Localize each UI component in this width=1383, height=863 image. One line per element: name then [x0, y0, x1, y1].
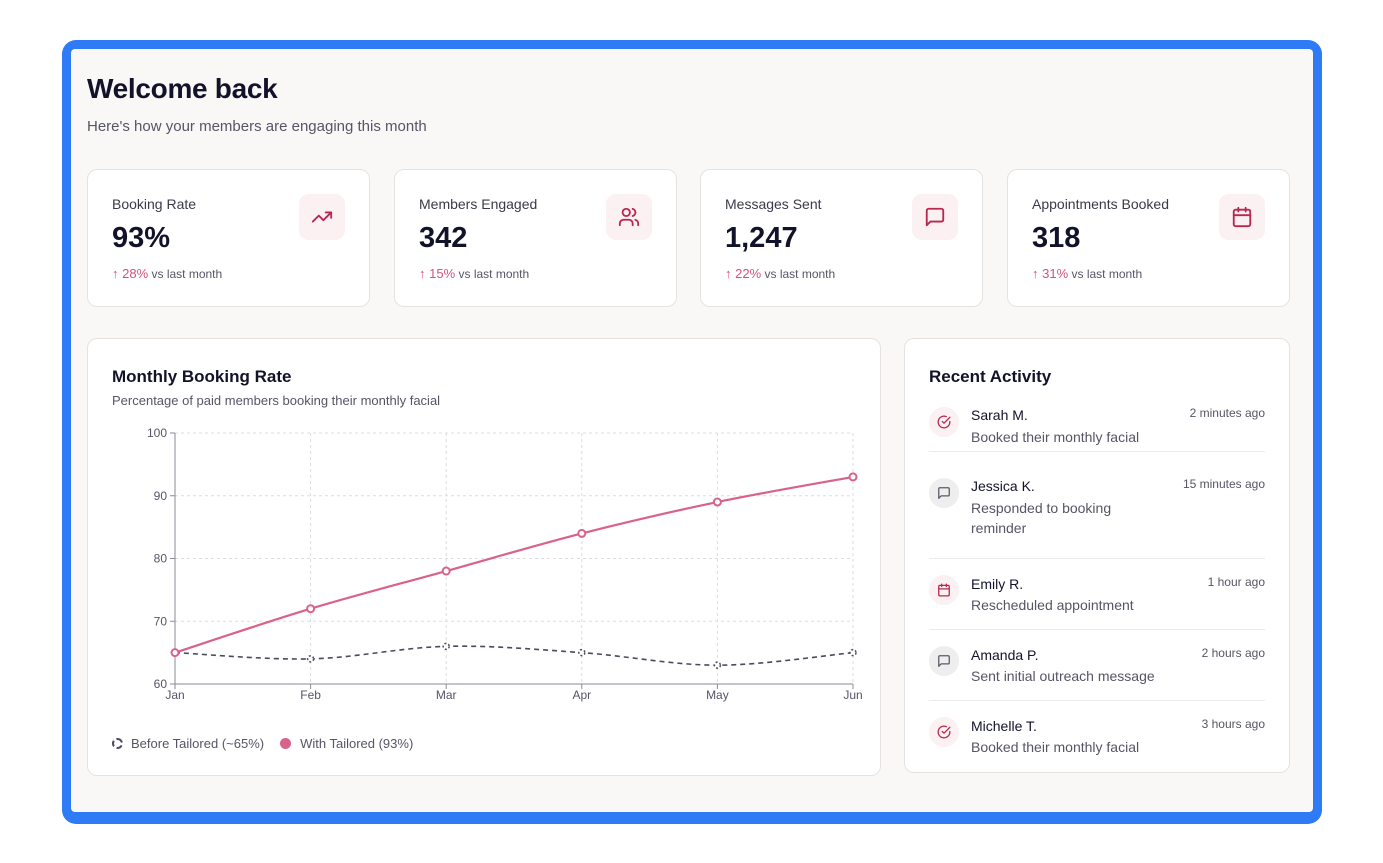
- stat-label: Appointments Booked: [1032, 196, 1169, 212]
- activity-item[interactable]: Amanda P. Sent initial outreach message …: [929, 630, 1265, 701]
- page-title: Welcome back: [87, 73, 278, 104]
- arrow-up-icon: ↑: [419, 266, 430, 281]
- stat-value: 93%: [112, 222, 171, 254]
- data-point-before: [578, 648, 586, 657]
- data-point-with: [306, 604, 316, 614]
- stat-change-suffix: vs last month: [458, 267, 530, 281]
- data-point-with: [577, 528, 587, 538]
- chart-legend: Before Tailored (~65%) With Tailored (93…: [112, 736, 429, 751]
- stat-change: ↑ 15% vs last month: [419, 266, 529, 281]
- series-with-line: [174, 475, 854, 654]
- calendar-icon: [929, 575, 959, 605]
- activity-title: Recent Activity: [929, 367, 1052, 386]
- activity-item[interactable]: Jessica K. Responded to booking reminder…: [929, 468, 1265, 559]
- users-icon: [606, 194, 652, 240]
- series-before-line: [174, 645, 854, 666]
- data-point-before: [849, 648, 857, 657]
- stat-change-suffix: vs last month: [151, 267, 223, 281]
- data-point-before: [306, 655, 315, 663]
- y-tick-label: 60: [154, 677, 168, 691]
- x-tick-label: Apr: [572, 688, 591, 702]
- data-point-before: [442, 642, 450, 651]
- data-point-with: [441, 566, 451, 576]
- trending-up-icon: [299, 194, 345, 240]
- stat-change-value: 15%: [429, 266, 456, 281]
- activity-time: 2 minutes ago: [1189, 406, 1265, 420]
- stat-change-suffix: vs last month: [764, 267, 836, 281]
- activity-desc: Booked their monthly facial: [971, 429, 1140, 445]
- legend-item-with[interactable]: With Tailored (93%): [280, 736, 413, 751]
- activity-item[interactable]: Emily R. Rescheduled appointment 1 hour …: [929, 559, 1265, 630]
- stat-card-messages-sent: Messages Sent 1,247 ↑ 22% vs last month: [700, 169, 983, 307]
- activity-time: 1 hour ago: [1207, 575, 1265, 589]
- calendar-icon: [1219, 194, 1265, 240]
- activity-list: Sarah M. Booked their monthly facial 2 m…: [929, 397, 1265, 772]
- stat-change: ↑ 28% vs last month: [112, 266, 222, 281]
- booking-rate-chart: 60 70 80 90 100 Jan Feb Mar Apr May Jun: [147, 426, 863, 702]
- stat-value: 342: [419, 222, 468, 254]
- y-tick-label: 100: [147, 426, 167, 440]
- x-tick-label: Jun: [843, 688, 862, 702]
- stat-card-booking-rate: Booking Rate 93% ↑ 28% vs last month: [87, 169, 370, 307]
- chart-card: Monthly Booking Rate Percentage of paid …: [87, 338, 881, 776]
- stat-label: Messages Sent: [725, 196, 822, 212]
- activity-desc: Booked their monthly facial: [971, 739, 1140, 755]
- page-subtitle: Here's how your members are engaging thi…: [87, 118, 427, 135]
- legend-label: With Tailored (93%): [300, 736, 414, 751]
- check-circle-icon: [929, 407, 959, 437]
- data-point-with: [712, 497, 722, 507]
- data-point-with: [848, 472, 858, 482]
- stat-change-value: 28%: [122, 266, 149, 281]
- activity-time: 15 minutes ago: [1182, 477, 1265, 491]
- x-tick-label: Mar: [436, 688, 457, 702]
- activity-name: Michelle T.: [971, 718, 1037, 734]
- activity-name: Emily R.: [971, 576, 1024, 592]
- activity-item[interactable]: Sarah M. Booked their monthly facial 2 m…: [929, 397, 1265, 452]
- activity-name: Amanda P.: [971, 647, 1039, 663]
- stat-value: 1,247: [725, 222, 798, 254]
- activity-item[interactable]: Michelle T. Booked their monthly facial …: [929, 701, 1265, 772]
- stat-change-value: 22%: [735, 266, 762, 281]
- x-tick-label: Feb: [300, 688, 321, 702]
- data-point-with: [170, 648, 180, 658]
- stat-change-suffix: vs last month: [1071, 267, 1143, 281]
- chart-subtitle: Percentage of paid members booking their…: [112, 393, 441, 408]
- stat-change: ↑ 22% vs last month: [725, 266, 835, 281]
- message-icon: [929, 478, 959, 508]
- y-tick-label: 70: [154, 614, 168, 628]
- recent-activity-card: Recent Activity Sarah M. Booked their mo…: [904, 338, 1290, 773]
- stat-value: 318: [1032, 222, 1081, 254]
- data-point-before: [713, 661, 722, 669]
- activity-time: 2 hours ago: [1201, 646, 1265, 660]
- stat-change: ↑ 31% vs last month: [1032, 266, 1142, 281]
- y-tick-label: 80: [154, 552, 168, 566]
- stat-card-members-engaged: Members Engaged 342 ↑ 15% vs last month: [394, 169, 677, 307]
- arrow-up-icon: ↑: [1032, 266, 1043, 281]
- y-tick-label: 90: [154, 489, 168, 503]
- legend-item-before[interactable]: Before Tailored (~65%): [112, 736, 264, 751]
- legend-swatch-dot: [280, 738, 292, 749]
- dashboard: Welcome back Here's how your members are…: [71, 49, 1313, 812]
- stat-change-value: 31%: [1042, 266, 1069, 281]
- stat-label: Booking Rate: [112, 196, 197, 212]
- legend-swatch-dashed: [112, 738, 123, 749]
- arrow-up-icon: ↑: [725, 266, 736, 281]
- activity-desc: Responded to booking reminder: [971, 500, 1112, 536]
- activity-desc: Sent initial outreach message: [971, 668, 1155, 684]
- chart-title: Monthly Booking Rate: [112, 367, 292, 386]
- check-circle-icon: [929, 717, 959, 747]
- legend-label: Before Tailored (~65%): [131, 736, 265, 751]
- activity-name: Jessica K.: [971, 478, 1035, 494]
- message-icon: [912, 194, 958, 240]
- message-icon: [929, 646, 959, 676]
- stat-card-appointments-booked: Appointments Booked 318 ↑ 31% vs last mo…: [1007, 169, 1290, 307]
- activity-time: 3 hours ago: [1201, 717, 1265, 731]
- x-tick-label: May: [706, 688, 729, 702]
- stat-label: Members Engaged: [419, 196, 538, 212]
- activity-desc: Rescheduled appointment: [971, 597, 1134, 613]
- activity-name: Sarah M.: [971, 407, 1028, 423]
- x-tick-label: Jan: [165, 688, 184, 702]
- arrow-up-icon: ↑: [112, 266, 123, 281]
